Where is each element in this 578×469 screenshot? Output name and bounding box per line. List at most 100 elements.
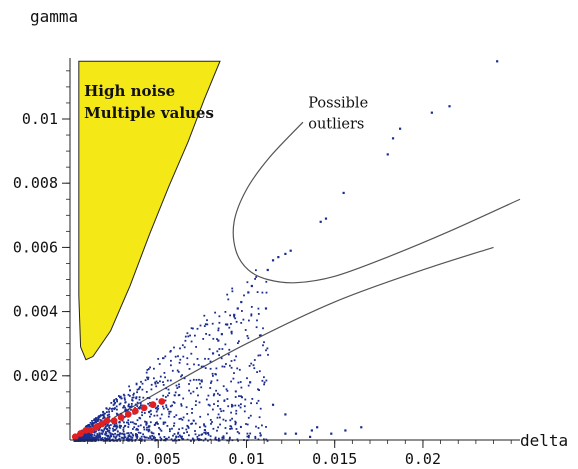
data-point [240,403,242,406]
data-point [217,327,220,330]
data-point [262,327,264,330]
data-point [105,434,108,437]
data-point [88,437,91,440]
data-point [158,363,161,365]
data-point [186,332,189,335]
data-point [260,434,262,437]
data-point [93,419,95,422]
data-point [206,323,209,326]
data-point [246,435,249,438]
highlight-point [110,417,118,425]
data-point [170,364,172,367]
data-point [149,401,151,404]
data-point [207,432,209,434]
data-point [231,287,234,290]
data-point [164,355,167,358]
data-point [187,419,190,422]
outlier-point [391,137,395,140]
data-point [157,382,159,384]
data-point [212,375,214,377]
data-point [105,439,108,442]
data-point [147,402,149,405]
data-point [190,340,193,343]
data-point [184,339,187,342]
data-point [84,435,87,438]
data-point [159,436,162,439]
outlier-point [250,284,253,288]
data-point [234,423,237,426]
data-point [128,438,131,441]
data-point [142,396,145,399]
data-point [217,413,220,416]
data-point [228,437,231,440]
data-point [181,435,183,438]
data-point [95,435,98,438]
data-point [212,394,215,397]
data-point [133,422,136,425]
data-point [196,438,199,440]
data-point [229,428,231,430]
y-tick-label: 0.004 [13,303,58,321]
outlier-point [496,60,499,63]
data-point [194,334,196,337]
data-point [85,437,88,440]
data-point [165,387,168,390]
data-point [202,338,205,340]
data-point [94,439,97,442]
data-point [235,320,238,323]
data-point [259,432,262,435]
data-point [255,276,258,278]
data-point [218,394,221,396]
data-point [116,433,119,436]
data-point [238,395,240,397]
data-point [253,367,256,370]
data-point [237,439,239,442]
data-point [169,379,172,382]
data-point [132,396,135,399]
region-label-line-1: High noise [84,82,175,100]
data-point [154,439,157,442]
data-point [135,435,138,438]
data-point [116,400,118,403]
data-point [227,405,230,408]
data-point [254,437,257,439]
data-point [153,414,156,417]
data-point [198,434,200,437]
data-point [165,406,168,409]
data-point [92,422,95,425]
data-point [147,437,150,439]
data-point [195,346,197,348]
data-point [123,435,126,437]
data-point [135,383,138,386]
data-point [148,404,151,407]
data-point [129,435,132,438]
data-point [139,402,142,404]
data-point [265,426,267,428]
data-point [87,439,90,442]
outlier-point [309,435,312,438]
data-point [135,423,137,425]
data-point [203,429,206,431]
data-point [116,413,119,416]
data-point [265,280,268,283]
data-point [220,410,223,413]
data-point [219,416,221,419]
noise-region-layer [78,60,221,361]
y-tick-label: 0.002 [13,367,58,385]
data-point [201,380,203,383]
data-point [159,380,161,383]
data-point [133,426,136,429]
data-point [132,394,135,396]
data-point [238,368,241,371]
data-point [205,398,208,401]
data-point [220,357,223,360]
outlier-point [220,333,223,336]
data-point [145,371,148,374]
data-point [222,418,225,421]
data-point [155,380,158,383]
data-point [213,393,216,395]
data-point [95,430,97,433]
data-point [136,437,138,439]
data-point [84,434,87,437]
data-point [122,433,125,436]
